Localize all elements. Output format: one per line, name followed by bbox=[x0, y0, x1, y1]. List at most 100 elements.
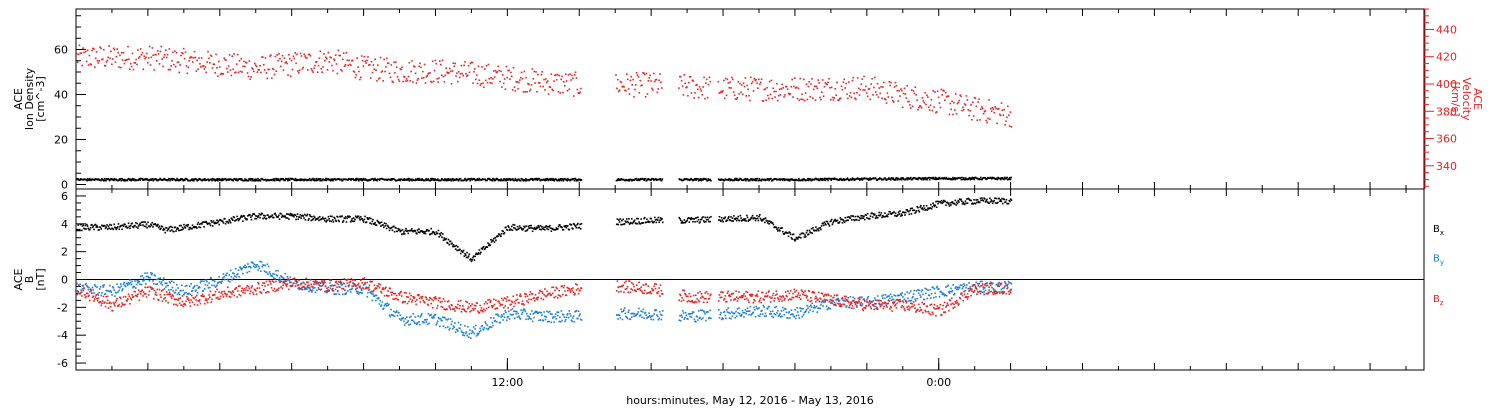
Bx-point bbox=[779, 230, 781, 232]
velocity-point bbox=[847, 98, 849, 100]
By-point bbox=[435, 324, 437, 326]
velocity-point bbox=[770, 94, 772, 96]
Bx-point bbox=[188, 229, 190, 231]
Bx-point bbox=[772, 222, 774, 224]
By-point bbox=[346, 282, 348, 284]
Bx-point bbox=[529, 225, 531, 227]
velocity-point bbox=[417, 79, 419, 81]
Bx-point bbox=[637, 218, 639, 220]
Bx-point bbox=[986, 199, 988, 201]
velocity-point bbox=[818, 82, 820, 84]
Bx-point bbox=[322, 217, 324, 219]
By-point bbox=[780, 316, 782, 318]
Bx-point bbox=[95, 226, 97, 228]
Bx-point bbox=[945, 204, 947, 206]
By-point bbox=[415, 316, 417, 318]
Bx-point bbox=[847, 219, 849, 221]
By-point bbox=[409, 317, 411, 319]
velocity-point bbox=[870, 98, 872, 100]
By-point bbox=[747, 310, 749, 312]
velocity-point bbox=[647, 93, 649, 95]
By-point bbox=[719, 314, 721, 316]
Bx-point bbox=[259, 217, 261, 219]
By-point bbox=[559, 316, 561, 318]
velocity-point bbox=[903, 93, 905, 95]
By-point bbox=[779, 313, 781, 315]
velocity-point bbox=[835, 94, 837, 96]
Bx-point bbox=[568, 229, 570, 231]
By-point bbox=[806, 309, 808, 311]
By-point bbox=[730, 313, 732, 315]
By-point bbox=[546, 310, 548, 312]
velocity-point bbox=[457, 81, 459, 83]
By-point bbox=[655, 309, 657, 311]
velocity-point bbox=[940, 107, 942, 109]
velocity-point bbox=[148, 57, 150, 59]
By-point bbox=[425, 321, 427, 323]
velocity-point bbox=[193, 57, 195, 59]
Bx-point bbox=[346, 221, 348, 223]
Bx-point bbox=[393, 225, 395, 227]
By-point bbox=[627, 318, 629, 320]
velocity-point bbox=[460, 73, 462, 75]
By-point bbox=[242, 273, 244, 275]
Bx-point bbox=[662, 222, 664, 224]
velocity-point bbox=[815, 99, 817, 101]
By-point bbox=[640, 314, 642, 316]
By-point bbox=[195, 289, 197, 291]
By-point bbox=[491, 326, 493, 328]
velocity-point bbox=[227, 71, 229, 73]
velocity-point bbox=[733, 91, 735, 93]
Bx-point bbox=[533, 228, 535, 230]
velocity-point bbox=[980, 108, 982, 110]
Bx-point bbox=[258, 215, 260, 217]
Bx-point bbox=[96, 225, 98, 227]
Bx-point bbox=[818, 230, 820, 232]
velocity-point bbox=[497, 71, 499, 73]
velocity-point bbox=[746, 95, 748, 97]
By-point bbox=[480, 330, 482, 332]
Bx-point bbox=[855, 216, 857, 218]
By-point bbox=[98, 292, 100, 294]
By-point bbox=[736, 315, 738, 317]
Bx-point bbox=[960, 199, 962, 201]
Bx-point bbox=[905, 212, 907, 214]
Bx-point bbox=[380, 225, 382, 227]
By-point bbox=[887, 295, 889, 297]
Bx-point bbox=[411, 228, 413, 230]
Bx-point bbox=[145, 226, 147, 228]
velocity-point bbox=[941, 89, 943, 91]
velocity-point bbox=[564, 85, 566, 87]
velocity-point bbox=[490, 77, 492, 79]
Bx-point bbox=[366, 217, 368, 219]
Bx-point bbox=[952, 201, 954, 203]
Bx-point bbox=[360, 216, 362, 218]
velocity-point bbox=[636, 72, 638, 74]
By-point bbox=[190, 283, 192, 285]
By-point bbox=[701, 310, 703, 312]
density-point bbox=[660, 178, 662, 180]
By-point bbox=[662, 310, 664, 312]
Bx-point bbox=[90, 227, 92, 229]
By-point bbox=[80, 289, 82, 291]
By-point bbox=[246, 272, 248, 274]
Bx-point bbox=[728, 216, 730, 218]
By-point bbox=[486, 328, 488, 330]
velocity-point bbox=[366, 60, 368, 62]
Bx-point bbox=[124, 224, 126, 226]
velocity-point bbox=[869, 88, 871, 90]
Bx-point bbox=[200, 227, 202, 229]
By-point bbox=[558, 321, 560, 323]
velocity-point bbox=[678, 87, 680, 89]
velocity-point bbox=[294, 52, 296, 54]
By-point bbox=[509, 318, 511, 320]
velocity-point bbox=[659, 73, 661, 75]
By-point bbox=[789, 317, 791, 319]
Bx-point bbox=[692, 221, 694, 223]
density-point bbox=[963, 177, 965, 179]
Bx-point bbox=[352, 220, 354, 222]
By-point bbox=[952, 290, 954, 292]
Bx-point bbox=[996, 198, 998, 200]
Bx-point bbox=[227, 221, 229, 223]
By-point bbox=[955, 286, 957, 288]
